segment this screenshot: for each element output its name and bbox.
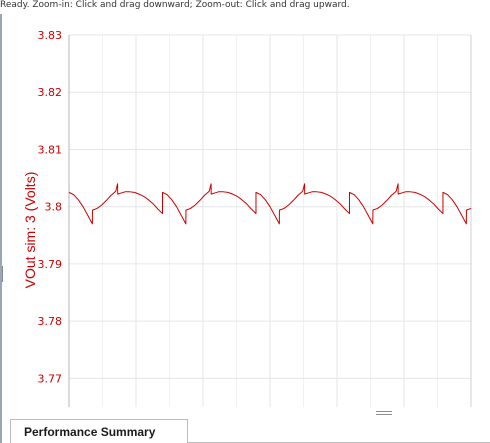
y-tick-label: 3.82 — [38, 86, 63, 99]
series-line-vout[interactable] — [68, 183, 472, 225]
y-axis-label: VOut sim: 3 (Volts) — [22, 172, 38, 289]
y-tick-label: 3.8 — [45, 201, 63, 214]
tab-performance-summary[interactable]: Performance Summary — [10, 419, 188, 443]
y-tick-label: 3.81 — [38, 143, 63, 156]
y-tick-label: 3.78 — [38, 315, 63, 328]
left-panel-handle[interactable] — [2, 266, 3, 282]
y-tick-label: 3.77 — [38, 372, 63, 385]
status-text: Ready. Zoom-in: Click and drag downward;… — [0, 0, 350, 10]
left-panel-divider[interactable] — [0, 14, 2, 443]
resize-handle[interactable] — [376, 410, 392, 417]
y-tick-label: 3.83 — [38, 29, 63, 42]
y-tick-label: 3.79 — [38, 258, 63, 271]
